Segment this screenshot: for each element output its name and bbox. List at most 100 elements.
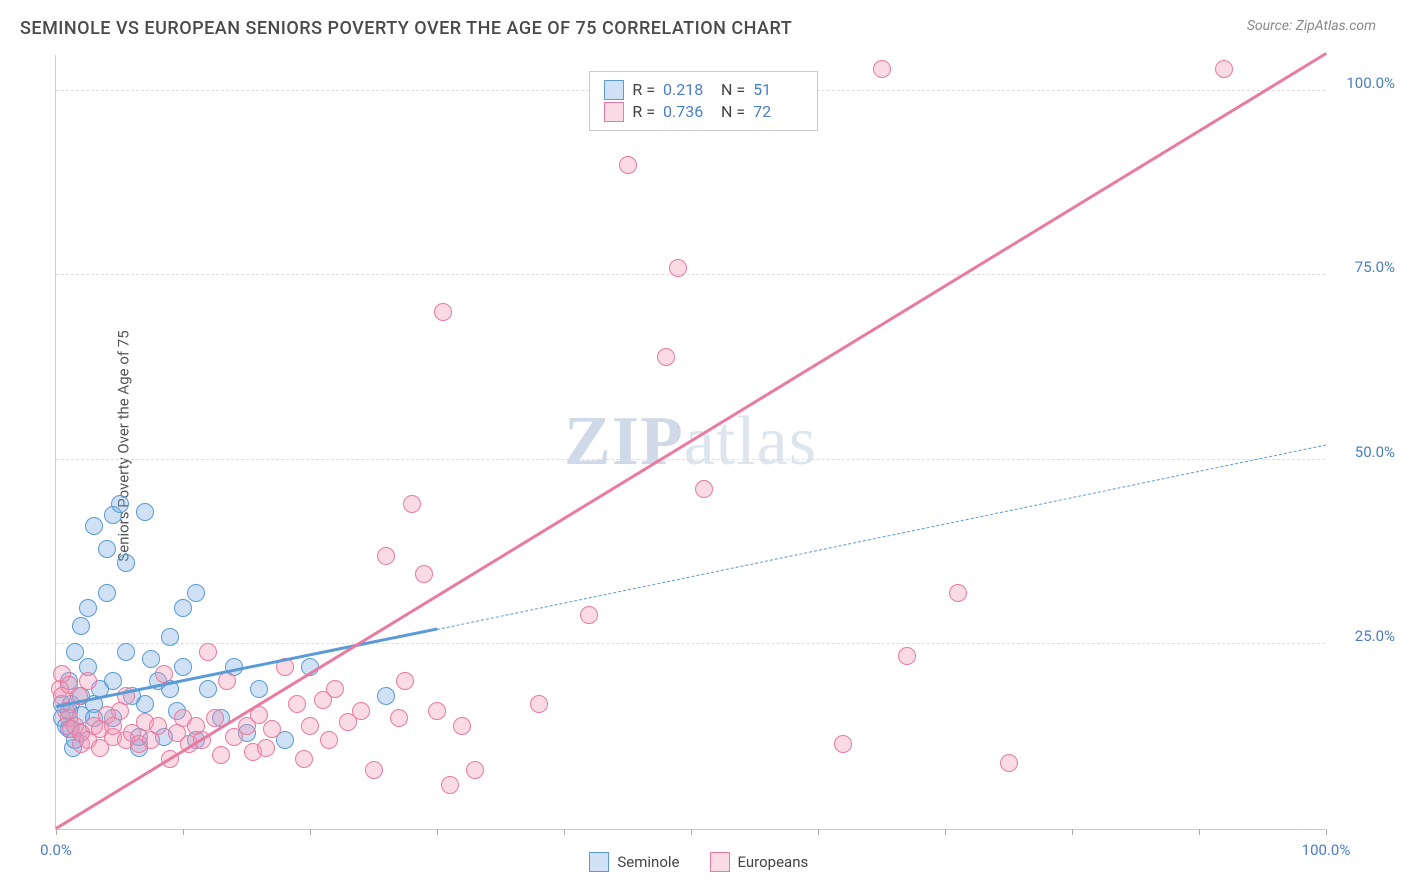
stats-row: R = 0.736 N = 72	[604, 102, 803, 122]
x-tick-mark	[945, 829, 946, 835]
chart-container: SEMINOLE VS EUROPEAN SENIORS POVERTY OVE…	[0, 0, 1406, 892]
data-point	[898, 647, 916, 665]
watermark-bold: ZIP	[564, 403, 684, 480]
data-point	[149, 717, 167, 735]
data-point	[257, 739, 275, 757]
x-tick-mark	[1199, 829, 1200, 835]
stat-n-label: N =	[721, 80, 745, 99]
data-point	[66, 643, 84, 661]
data-point	[98, 584, 116, 602]
stats-legend-box: R = 0.218 N = 51 R = 0.736 N = 72	[589, 71, 818, 131]
data-point	[466, 761, 484, 779]
x-tick-mark	[691, 829, 692, 835]
legend-swatch	[589, 852, 609, 872]
data-point	[142, 650, 160, 668]
data-point	[834, 735, 852, 753]
y-tick-label: 50.0%	[1335, 443, 1395, 461]
data-point	[1000, 754, 1018, 772]
data-point	[199, 680, 217, 698]
gridline	[56, 274, 1325, 275]
stat-n-value: 72	[753, 102, 803, 121]
data-point	[352, 702, 370, 720]
chart-title: SEMINOLE VS EUROPEAN SENIORS POVERTY OVE…	[20, 18, 792, 39]
x-tick-mark	[437, 829, 438, 835]
data-point	[187, 584, 205, 602]
stat-r-label: R =	[632, 80, 655, 99]
stat-r-value: 0.218	[663, 80, 713, 99]
x-tick-mark	[310, 829, 311, 835]
data-point	[117, 643, 135, 661]
stat-n-label: N =	[721, 102, 745, 121]
data-point	[377, 687, 395, 705]
data-point	[396, 672, 414, 690]
gridline	[56, 643, 1325, 644]
data-point	[218, 672, 236, 690]
data-point	[104, 672, 122, 690]
data-point	[111, 495, 129, 513]
data-point	[174, 599, 192, 617]
gridline	[56, 459, 1325, 460]
x-tick-mark	[818, 829, 819, 835]
data-point	[136, 695, 154, 713]
data-point	[873, 60, 891, 78]
plot-area: ZIPatlas 25.0%50.0%75.0%100.0%0.0%100.0%…	[55, 55, 1325, 830]
data-point	[453, 717, 471, 735]
data-point	[117, 554, 135, 572]
y-tick-label: 75.0%	[1335, 258, 1395, 276]
x-tick-mark	[183, 829, 184, 835]
x-tick-mark	[564, 829, 565, 835]
stat-n-value: 51	[753, 80, 803, 99]
data-point	[288, 695, 306, 713]
legend-label: Europeans	[738, 853, 809, 871]
trendline-dashed	[437, 444, 1326, 630]
data-point	[85, 517, 103, 535]
data-point	[79, 599, 97, 617]
stats-row: R = 0.218 N = 51	[604, 80, 803, 100]
legend-swatch	[710, 852, 730, 872]
data-point	[212, 746, 230, 764]
data-point	[1215, 60, 1233, 78]
data-point	[263, 720, 281, 738]
stat-r-value: 0.736	[663, 102, 713, 121]
x-tick-mark	[1326, 829, 1327, 835]
data-point	[98, 540, 116, 558]
data-point	[434, 303, 452, 321]
legend-bottom: Seminole Europeans	[589, 852, 808, 872]
x-tick-mark	[1072, 829, 1073, 835]
data-point	[390, 709, 408, 727]
data-point	[415, 565, 433, 583]
y-tick-label: 100.0%	[1335, 74, 1395, 92]
data-point	[695, 480, 713, 498]
x-tick-label: 0.0%	[40, 841, 72, 859]
trendline	[55, 52, 1326, 829]
data-point	[174, 658, 192, 676]
data-point	[326, 680, 344, 698]
data-point	[530, 695, 548, 713]
x-tick-label: 100.0%	[1302, 841, 1351, 859]
legend-item: Europeans	[710, 852, 809, 872]
source-label: Source: ZipAtlas.com	[1247, 18, 1376, 34]
stat-r-label: R =	[632, 102, 655, 121]
data-point	[580, 606, 598, 624]
data-point	[428, 702, 446, 720]
x-tick-mark	[56, 829, 57, 835]
data-point	[295, 750, 313, 768]
data-point	[320, 731, 338, 749]
watermark-light: atlas	[684, 403, 817, 480]
data-point	[619, 156, 637, 174]
data-point	[377, 547, 395, 565]
data-point	[136, 503, 154, 521]
data-point	[79, 672, 97, 690]
y-tick-label: 25.0%	[1335, 627, 1395, 645]
data-point	[441, 776, 459, 794]
data-point	[365, 761, 383, 779]
data-point	[657, 348, 675, 366]
data-point	[72, 617, 90, 635]
data-point	[669, 259, 687, 277]
data-point	[250, 680, 268, 698]
data-point	[403, 495, 421, 513]
legend-item: Seminole	[589, 852, 679, 872]
data-point	[949, 584, 967, 602]
data-point	[199, 643, 217, 661]
legend-swatch	[604, 102, 624, 122]
